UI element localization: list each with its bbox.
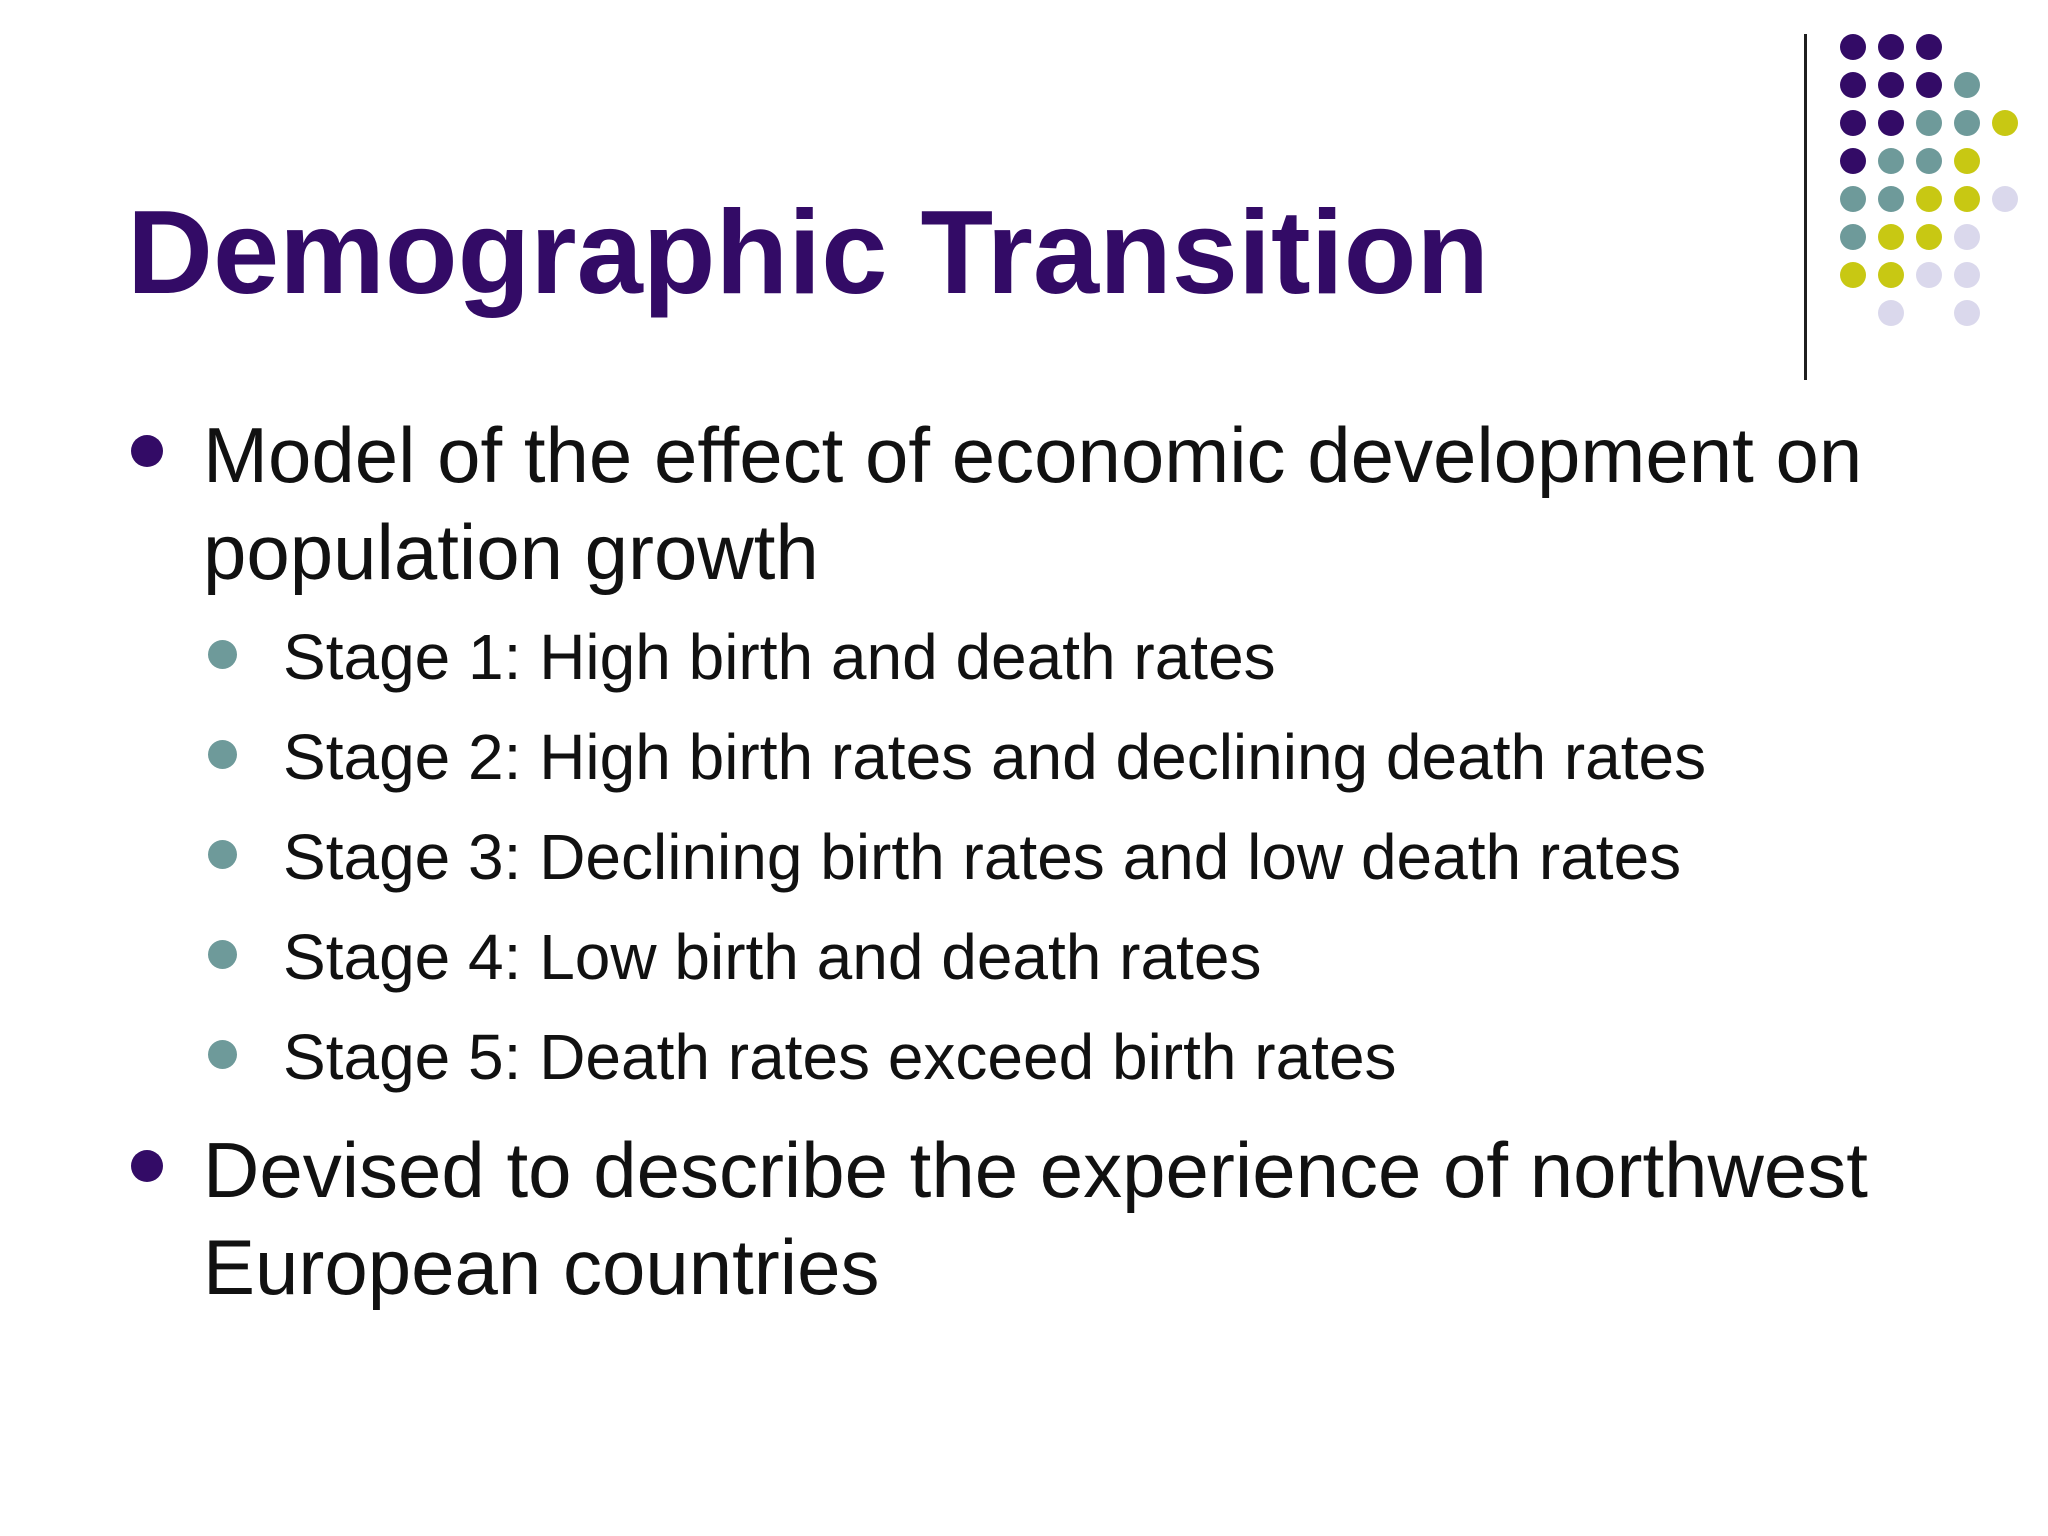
sub-bullet-text: Stage 3: Declining birth rates and low d… — [283, 821, 1682, 893]
decor-dot — [1916, 186, 1942, 212]
decor-dot — [1878, 186, 1904, 212]
bullet-dot-icon — [131, 435, 163, 467]
decor-dot — [1840, 262, 1866, 288]
bullet-dot-icon — [131, 1150, 163, 1182]
decor-dot — [1954, 262, 1980, 288]
decor-dot — [1878, 148, 1904, 174]
sub-bullet-dot-icon — [208, 940, 237, 969]
decor-dot — [1916, 148, 1942, 174]
sub-bullet-item: Stage 5: Death rates exceed birth rates — [208, 1017, 1983, 1097]
sub-bullet-item: Stage 4: Low birth and death rates — [208, 917, 1983, 997]
sub-bullet-dot-icon — [208, 840, 237, 869]
decor-dot — [1954, 148, 1980, 174]
sub-bullet-text: Stage 5: Death rates exceed birth rates — [283, 1021, 1397, 1093]
decor-dot — [1916, 72, 1942, 98]
sub-bullet-dot-icon — [208, 740, 237, 769]
decor-dot — [1878, 34, 1904, 60]
decor-dot — [1840, 224, 1866, 250]
decor-dot — [1840, 186, 1866, 212]
vertical-divider — [1804, 34, 1807, 380]
decor-dot — [1954, 72, 1980, 98]
decor-dot — [1916, 262, 1942, 288]
decor-dot — [1992, 186, 2018, 212]
decor-dot — [1878, 300, 1904, 326]
bullet-text: Devised to describe the experience of no… — [203, 1126, 1868, 1311]
decor-dot — [1954, 186, 1980, 212]
decor-dot — [1840, 34, 1866, 60]
bullet-text: Model of the effect of economic developm… — [203, 411, 1863, 596]
decor-dot — [1916, 34, 1942, 60]
decor-dot — [1954, 110, 1980, 136]
sub-bullet-text: Stage 4: Low birth and death rates — [283, 921, 1262, 993]
decor-dot — [1878, 72, 1904, 98]
decor-dot — [1878, 262, 1904, 288]
decor-dot — [1916, 224, 1942, 250]
sub-bullet-dot-icon — [208, 1040, 237, 1069]
bullet-item: Devised to describe the experience of no… — [131, 1122, 1983, 1316]
sub-bullet-item: Stage 1: High birth and death rates — [208, 617, 1983, 697]
decor-dot — [1840, 110, 1866, 136]
decor-dot — [1954, 300, 1980, 326]
sub-bullet-dot-icon — [208, 640, 237, 669]
decorative-dot-grid — [1840, 34, 2018, 326]
decor-dot — [1878, 110, 1904, 136]
slide-title: Demographic Transition — [127, 186, 1490, 319]
sub-bullet-text: Stage 2: High birth rates and declining … — [283, 721, 1707, 793]
decor-dot — [1878, 224, 1904, 250]
sub-bullet-item: Stage 3: Declining birth rates and low d… — [208, 817, 1983, 897]
decor-dot — [1954, 224, 1980, 250]
decor-dot — [1916, 110, 1942, 136]
decor-dot — [1840, 148, 1866, 174]
sub-bullet-item: Stage 2: High birth rates and declining … — [208, 717, 1983, 797]
decor-dot — [1992, 110, 2018, 136]
sub-bullet-text: Stage 1: High birth and death rates — [283, 621, 1276, 693]
bullet-item: Model of the effect of economic developm… — [131, 407, 1983, 601]
decor-dot — [1840, 72, 1866, 98]
